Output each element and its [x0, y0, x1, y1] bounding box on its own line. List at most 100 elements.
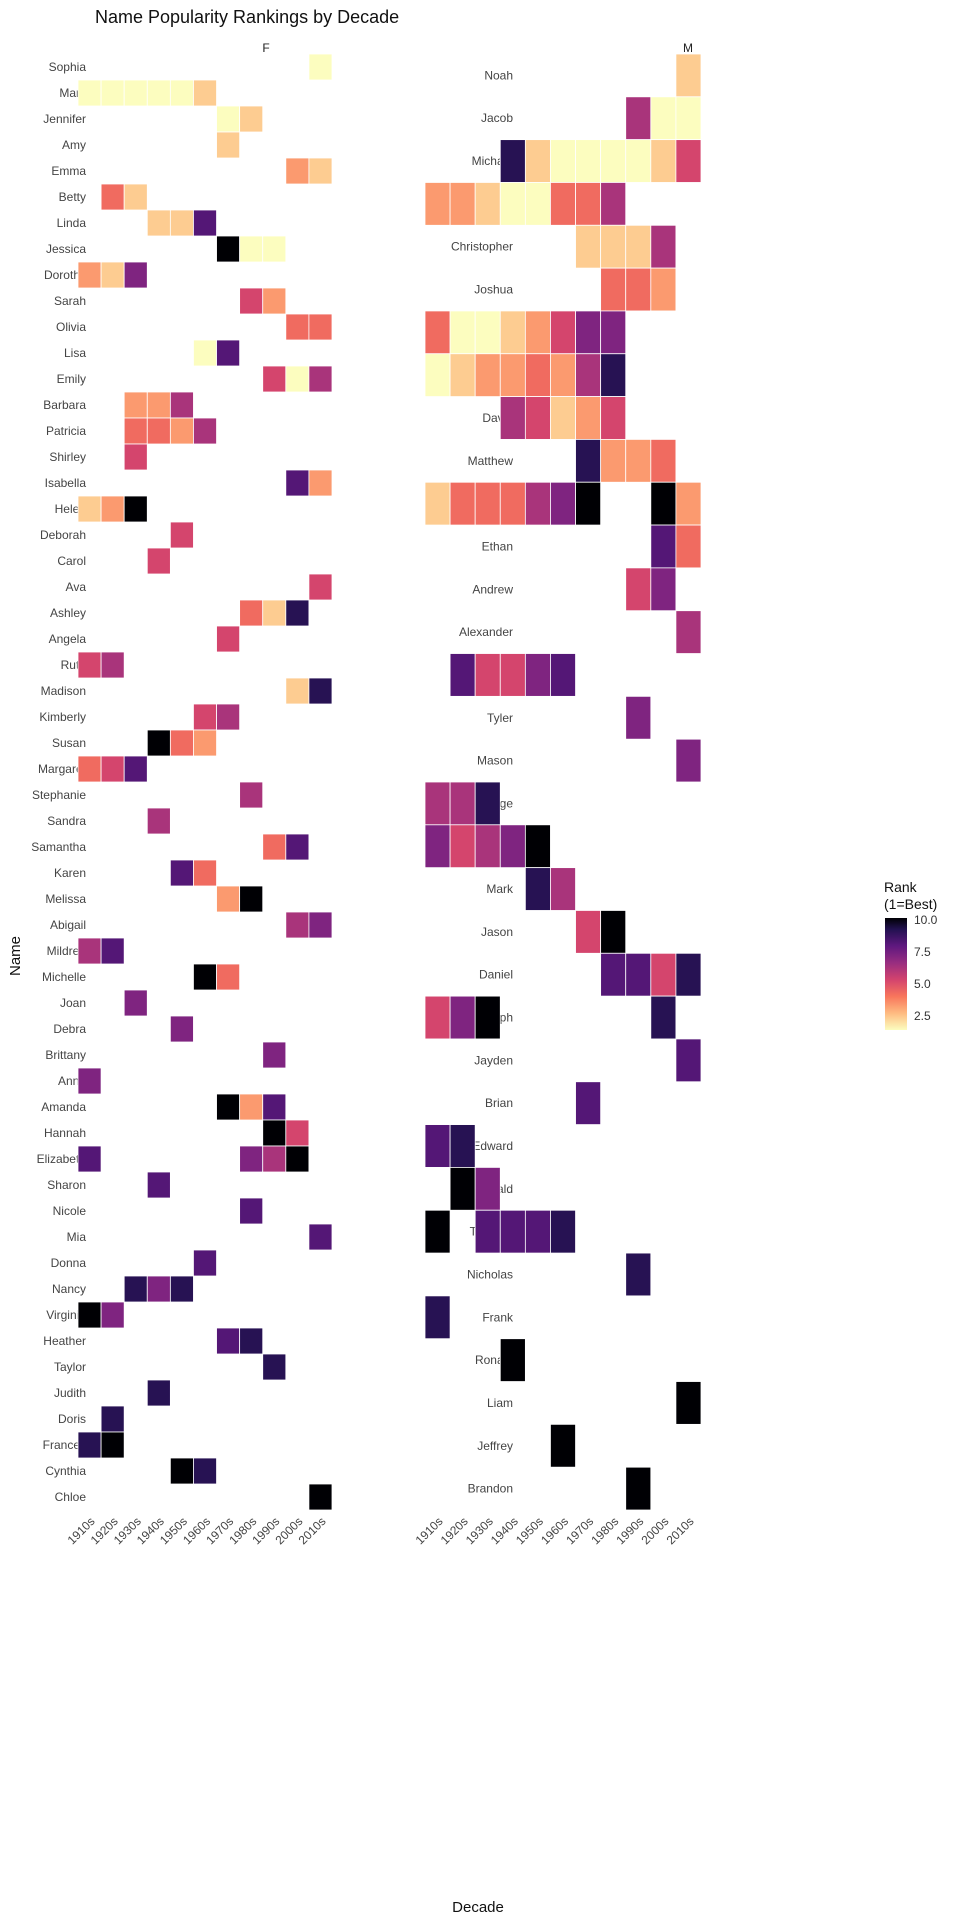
heatmap-cell [285, 365, 310, 393]
heatmap-cell [524, 310, 551, 355]
heatmap-cell [600, 182, 627, 226]
y-tick-label: Frances [43, 1438, 86, 1452]
heatmap-cell [650, 96, 677, 141]
y-tick-label: Linda [57, 216, 87, 230]
heatmap-cell [550, 1209, 576, 1254]
heatmap-cell [216, 1327, 241, 1355]
heatmap-cell [77, 79, 102, 107]
heatmap-cell [575, 439, 602, 483]
y-tick-label: Patricia [46, 424, 86, 438]
heatmap-cell [146, 79, 171, 107]
y-tick-label: Olivia [56, 320, 86, 334]
heatmap-cell [193, 79, 217, 107]
heatmap-cell [524, 139, 551, 183]
legend-colorbar [885, 918, 907, 1030]
y-tick-label: Jayden [474, 1053, 513, 1067]
heatmap-cell [123, 443, 148, 471]
heatmap-cell [625, 567, 652, 612]
heatmap-cell [146, 547, 171, 575]
y-tick-label: Dorothy [44, 268, 86, 282]
y-tick-label: Mark [486, 882, 514, 896]
heatmap-cell [239, 287, 264, 315]
heatmap-cell [424, 310, 451, 355]
y-tick-label: Nancy [52, 1282, 86, 1296]
heatmap-cell [550, 139, 576, 183]
heatmap-cell [146, 1171, 171, 1199]
heatmap-cell [100, 1405, 125, 1433]
heatmap-cell [216, 963, 241, 991]
heatmap-cell [77, 755, 102, 783]
heatmap-cell [216, 105, 241, 133]
chart-title: Name Popularity Rankings by Decade [95, 7, 399, 27]
heatmap-cell [499, 1209, 526, 1254]
legend-title-line1: Rank [884, 879, 918, 895]
heatmap-cell [625, 267, 652, 312]
heatmap-cell [499, 396, 526, 440]
heatmap-cell [575, 353, 602, 397]
y-tick-label: Betty [59, 190, 86, 204]
heatmap-cell [285, 157, 310, 185]
legend-tick-label: 2.5 [914, 1009, 931, 1023]
heatmap-cell [308, 911, 333, 939]
y-tick-label: Edward [472, 1139, 513, 1153]
x-tick-label: 1990s [613, 1514, 646, 1547]
heatmap-cell [675, 738, 702, 783]
y-tick-label: Ethan [482, 540, 513, 554]
heatmap-cell [146, 209, 171, 237]
heatmap-cell [77, 261, 102, 289]
heatmap-cell [424, 995, 451, 1040]
heatmap-cell [449, 653, 476, 697]
heatmap-cell [550, 1423, 576, 1468]
y-tick-label: Brandon [468, 1482, 513, 1496]
heatmap-cell [308, 469, 333, 497]
y-tick-label: Ashley [50, 606, 86, 620]
heatmap-cell [424, 182, 451, 226]
heatmap-cell [216, 339, 241, 367]
heatmap-cell [675, 481, 702, 526]
heatmap-cell [239, 885, 264, 913]
y-tick-label: Heather [43, 1334, 86, 1348]
heatmap-cell [193, 339, 217, 367]
y-tick-label: Margaret [38, 762, 87, 776]
heatmap-cell [449, 1167, 476, 1211]
y-tick-label: Brittany [45, 1048, 86, 1062]
y-tick-label: Angela [49, 632, 87, 646]
heatmap-cell [100, 1431, 125, 1459]
y-tick-label: Michelle [42, 970, 86, 984]
heatmap-cell [169, 79, 194, 107]
heatmap-cell [77, 937, 102, 965]
heatmap-cell [193, 1249, 217, 1277]
heatmap-cell [625, 1466, 652, 1511]
y-tick-label: Liam [487, 1396, 513, 1410]
heatmap-cell [449, 310, 476, 355]
heatmap-cell [216, 235, 241, 263]
heatmap-cell [499, 1338, 526, 1382]
y-tick-label: Noah [484, 68, 513, 82]
heatmap-cell [424, 824, 451, 869]
heatmap-cell [308, 157, 333, 185]
x-tick-label: 1980s [588, 1514, 621, 1547]
heatmap-cell [308, 53, 333, 81]
y-tick-label: Melissa [45, 892, 86, 906]
x-tick-label: 1910s [413, 1514, 446, 1547]
heatmap-cell [600, 396, 627, 440]
heatmap-cell [239, 781, 264, 809]
heatmap-cell [524, 1209, 551, 1254]
y-tick-label: Alexander [459, 625, 513, 639]
x-tick-label: 1950s [513, 1514, 546, 1547]
heatmap-cell [499, 353, 526, 397]
heatmap-cell [474, 653, 501, 697]
heatmap-cell [193, 417, 217, 445]
heatmap-cell [308, 365, 333, 393]
legend-tick-label: 5.0 [914, 977, 931, 991]
heatmap-cell [449, 182, 476, 226]
heatmap-cell [524, 396, 551, 440]
heatmap-cell [262, 235, 287, 263]
heatmap-cell [650, 952, 677, 997]
y-tick-label: Amanda [41, 1100, 86, 1114]
heatmap-cell [449, 353, 476, 397]
heatmap-cell [600, 952, 627, 997]
heatmap-cell [524, 824, 551, 869]
heatmap-cell [499, 653, 526, 697]
